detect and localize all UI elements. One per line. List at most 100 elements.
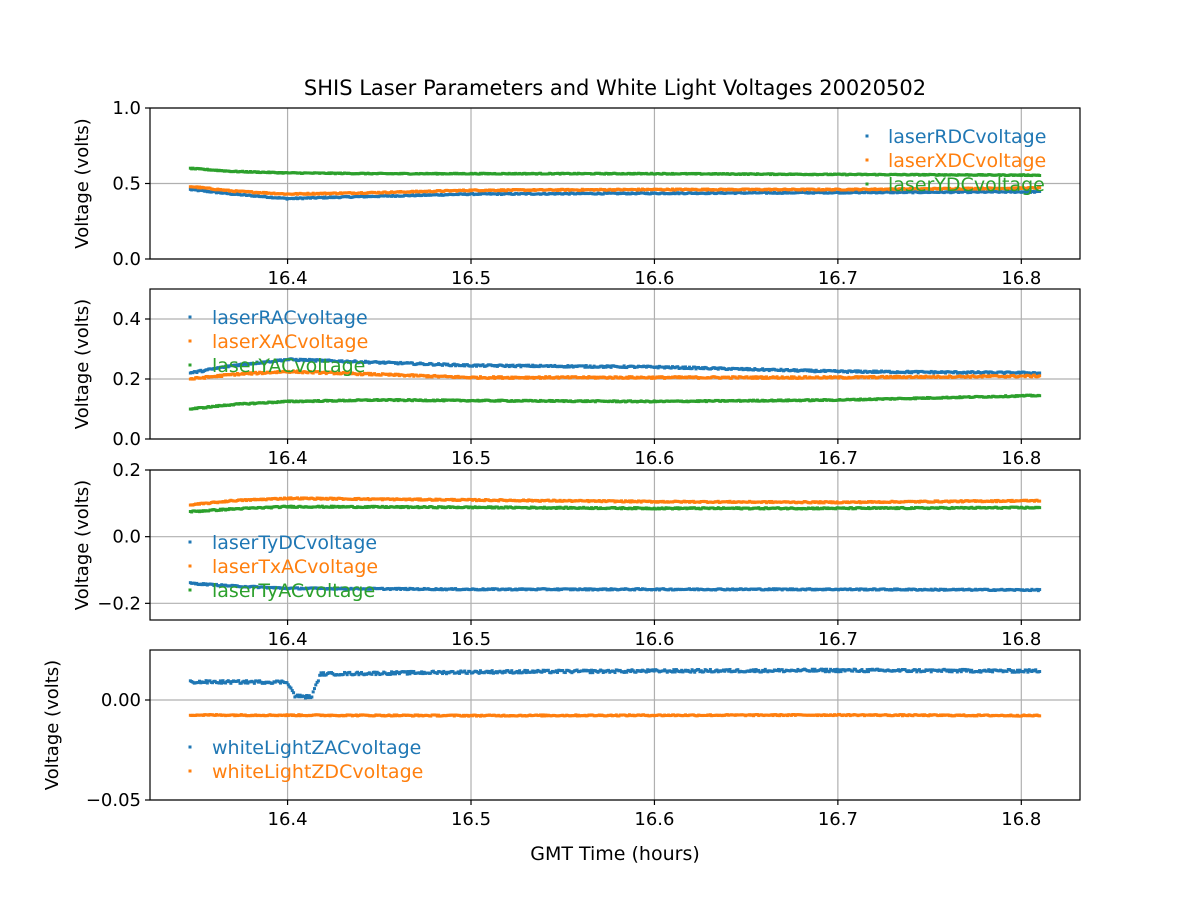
legend-marker [188, 315, 192, 319]
x-tick-label: 16.7 [818, 448, 858, 469]
legend-marker [188, 339, 192, 343]
data-point [676, 365, 680, 369]
data-point [753, 376, 757, 380]
legend-label: laserYDCvoltage [888, 174, 1045, 196]
series-laserXDCvoltage [188, 185, 1042, 196]
data-point [626, 376, 630, 380]
x-axis-label: GMT Time (hours) [530, 843, 700, 865]
y-tick-label: 0.4 [112, 309, 141, 330]
data-point [669, 366, 673, 370]
series-laserRACvoltage [188, 357, 1042, 376]
data-point [789, 375, 793, 379]
y-axis-label: Voltage (volts) [72, 118, 93, 248]
legend-label: laserXDCvoltage [888, 150, 1046, 172]
data-point [358, 371, 362, 375]
data-point [441, 363, 445, 367]
axes-frame [149, 288, 1081, 440]
data-point [254, 370, 258, 374]
legend-label: laserXACvoltage [212, 331, 368, 353]
series-laserYDCvoltage [188, 166, 1042, 178]
data-point [481, 363, 485, 367]
y-tick-label: 1.0 [112, 98, 141, 119]
data-point [584, 364, 588, 368]
legend-label: laserRDCvoltage [888, 126, 1046, 148]
data-point [518, 363, 522, 367]
data-point [813, 370, 817, 374]
x-tick-label: 16.8 [1001, 448, 1041, 469]
y-axis-label: Voltage (volts) [72, 299, 93, 429]
data-point [537, 375, 541, 379]
data-point [1038, 371, 1042, 375]
data-point [491, 375, 495, 379]
data-point [314, 359, 318, 363]
data-point [754, 375, 758, 379]
legend-marker [865, 158, 869, 162]
data-point [499, 375, 503, 379]
data-point [1038, 189, 1042, 193]
data-point [477, 376, 481, 380]
x-tick-label: 16.4 [268, 448, 308, 469]
legend-marker [865, 134, 869, 138]
data-point [203, 376, 207, 380]
series-laserTyDCvoltage [188, 581, 1042, 593]
data-point [693, 365, 697, 369]
subplot-2: 16.4 16.5 16.6 16.7 16.8 0.0 0.2 0.4 Voltage (vo… [72, 288, 1081, 469]
y-tick-label: 0.0 [112, 429, 141, 450]
y-tick-label: 0.0 [112, 249, 141, 270]
data-point [1038, 588, 1042, 592]
data-point [323, 370, 327, 374]
data-point [452, 362, 456, 366]
data-point [295, 369, 299, 373]
data-point [681, 365, 685, 369]
data-point [565, 365, 569, 369]
data-point [775, 375, 779, 379]
data-point [1038, 174, 1042, 178]
data-point [609, 365, 613, 369]
x-tick-label: 16.6 [634, 448, 674, 469]
data-point [583, 365, 587, 369]
data-point [761, 367, 765, 371]
legend-marker [188, 363, 192, 367]
data-point [622, 364, 626, 368]
x-tick-label: 16.5 [451, 448, 491, 469]
data-point [369, 371, 373, 375]
data-point [987, 371, 991, 375]
x-tick-label: 16.8 [1001, 268, 1041, 289]
data-point [1038, 186, 1042, 190]
chart-title: SHIS Laser Parameters and White Light Vo… [304, 76, 926, 100]
data-point [729, 376, 733, 380]
x-tick-label: 16.5 [451, 268, 491, 289]
x-tick-label: 16.6 [634, 268, 674, 289]
data-point [542, 376, 546, 380]
series-laserRDCvoltage [188, 187, 1042, 201]
y-tick-label: 0.2 [112, 369, 141, 390]
data-point [656, 366, 660, 370]
data-point [1038, 374, 1042, 378]
data-point [621, 365, 625, 369]
data-point [254, 362, 258, 366]
data-point [366, 371, 370, 375]
data-point [410, 373, 414, 377]
series-laserTxACvoltage [188, 496, 1042, 507]
data-point [788, 376, 792, 380]
y-tick-label: 0.5 [112, 174, 141, 195]
data-point [759, 375, 763, 379]
legend-marker [865, 182, 869, 186]
data-point [316, 370, 320, 374]
legend-label: laserYACvoltage [212, 355, 365, 377]
data-point [682, 367, 686, 371]
data-point [331, 370, 335, 374]
data-point [946, 375, 950, 379]
series-laserXACvoltage [188, 369, 1042, 381]
data-point [954, 370, 958, 374]
legend-label: laserRACvoltage [212, 307, 368, 329]
data-point [1038, 394, 1042, 398]
data-point [307, 357, 311, 361]
x-tick-label: 16.4 [268, 268, 308, 289]
x-tick-label: 16.7 [818, 268, 858, 289]
series-laserYACvoltage [188, 393, 1042, 411]
data-point [684, 365, 688, 369]
subplot-1: 16.4 16.5 16.6 16.7 16.8 0.0 0.5 1.0 Voltage (vo… [72, 98, 1081, 289]
